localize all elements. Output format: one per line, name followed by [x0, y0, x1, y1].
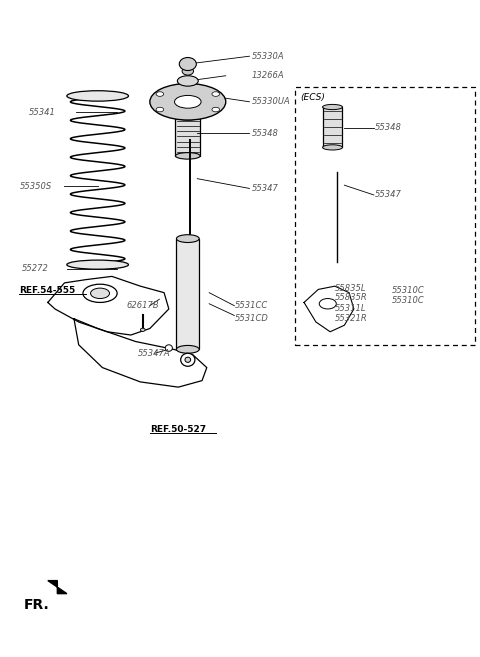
Ellipse shape — [182, 67, 193, 75]
Text: 55272: 55272 — [22, 264, 48, 273]
Text: 55348: 55348 — [252, 129, 279, 137]
Text: 55321R: 55321R — [335, 314, 368, 323]
Text: 55350S: 55350S — [19, 182, 52, 191]
Ellipse shape — [323, 145, 342, 150]
Ellipse shape — [150, 83, 226, 120]
Text: 55311L: 55311L — [335, 304, 366, 313]
Ellipse shape — [212, 107, 219, 112]
Text: 5531CC: 5531CC — [235, 301, 268, 310]
Bar — [176, 117, 200, 156]
Text: FR.: FR. — [24, 599, 50, 612]
Ellipse shape — [177, 346, 199, 353]
Ellipse shape — [83, 284, 117, 302]
Text: 62617B: 62617B — [126, 301, 159, 310]
Ellipse shape — [67, 260, 129, 269]
Ellipse shape — [176, 152, 200, 159]
Text: 55348: 55348 — [375, 124, 402, 132]
Text: REF.54-555: REF.54-555 — [19, 286, 76, 295]
Ellipse shape — [156, 107, 164, 112]
Ellipse shape — [319, 298, 336, 309]
Ellipse shape — [323, 104, 342, 110]
Ellipse shape — [212, 92, 219, 97]
Bar — [177, 238, 199, 350]
Bar — [295, 87, 475, 345]
Polygon shape — [48, 581, 67, 594]
Ellipse shape — [180, 353, 195, 367]
Ellipse shape — [185, 357, 191, 363]
Ellipse shape — [178, 76, 198, 86]
Text: 55347: 55347 — [252, 184, 279, 193]
Text: REF.50-527: REF.50-527 — [150, 425, 206, 434]
Text: 55835L: 55835L — [335, 284, 366, 292]
Text: 55310C: 55310C — [392, 286, 425, 295]
Ellipse shape — [177, 235, 199, 242]
Ellipse shape — [175, 95, 201, 108]
Text: 55347A: 55347A — [138, 349, 170, 358]
Ellipse shape — [179, 58, 196, 70]
Ellipse shape — [156, 92, 164, 97]
Bar — [323, 107, 342, 147]
Text: 55835R: 55835R — [335, 294, 368, 302]
Text: 55330A: 55330A — [252, 52, 285, 60]
Text: 5531CD: 5531CD — [235, 314, 269, 323]
Ellipse shape — [67, 91, 129, 101]
Text: (ECS): (ECS) — [300, 93, 325, 102]
Ellipse shape — [176, 114, 200, 120]
Ellipse shape — [140, 328, 145, 331]
Ellipse shape — [91, 288, 109, 298]
Text: 55330UA: 55330UA — [252, 97, 290, 106]
Ellipse shape — [165, 345, 172, 351]
Text: 55341: 55341 — [29, 108, 56, 117]
Text: 55347: 55347 — [375, 191, 402, 200]
Text: 13266A: 13266A — [252, 71, 285, 80]
Text: 55310C: 55310C — [392, 296, 425, 305]
